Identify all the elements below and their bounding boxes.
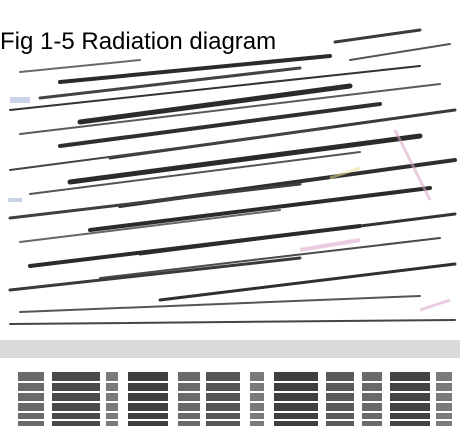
diagram-streaks	[8, 28, 457, 325]
diagram-tints	[8, 97, 451, 312]
diagram-band	[0, 340, 460, 358]
diagram-bottom-blocks	[18, 372, 452, 426]
figure-caption: Fig 1-5 Radiation diagram	[0, 28, 277, 55]
diagram-bottom-stripes	[0, 381, 460, 421]
